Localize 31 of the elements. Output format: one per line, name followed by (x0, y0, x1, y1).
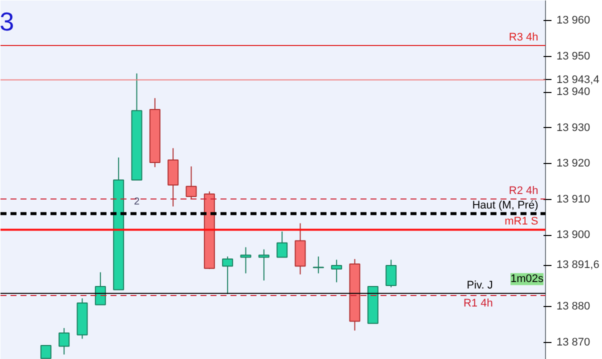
candlestick (386, 259, 397, 288)
annotation: 2 (134, 196, 140, 208)
y-tick-label: 13 960 (556, 14, 590, 27)
candlestick (94, 272, 106, 306)
y-tick-label: 13 940 (556, 86, 590, 98)
candlestick (222, 256, 234, 295)
y-tick-label: 13 910 (556, 193, 590, 206)
ref-line-label: R1 4h (463, 297, 493, 310)
ref-line-label: Haut (M, Pré) (472, 200, 538, 212)
y-tick-label: 13 950 (556, 50, 590, 62)
candlestick (258, 248, 270, 281)
candlestick (40, 345, 52, 359)
candlestick (58, 328, 70, 355)
y-tick-label: 13 920 (556, 158, 590, 170)
annotation: 1m02s (510, 273, 544, 286)
annotation: 3 (0, 6, 14, 36)
candlestick (240, 246, 252, 274)
ref-line-label: mR1 S (504, 216, 538, 228)
ref-line-label: 13 943,4 (556, 74, 600, 86)
y-tick-label: 13 930 (556, 122, 590, 134)
y-tick-label: 13 891,6 (556, 259, 600, 272)
y-tick-label: 13 880 (556, 300, 590, 313)
ref-line-label: Piv. J (466, 279, 493, 292)
ref-line-label: R2 4h (508, 184, 538, 197)
candlestick (186, 166, 197, 200)
y-tick-label: 13 870 (556, 336, 590, 348)
candlestick (331, 259, 342, 283)
candlestick (312, 256, 324, 274)
y-tick-label: 13 900 (556, 229, 590, 242)
candlestick (276, 230, 288, 258)
ref-line-label: R3 4h (508, 32, 538, 44)
